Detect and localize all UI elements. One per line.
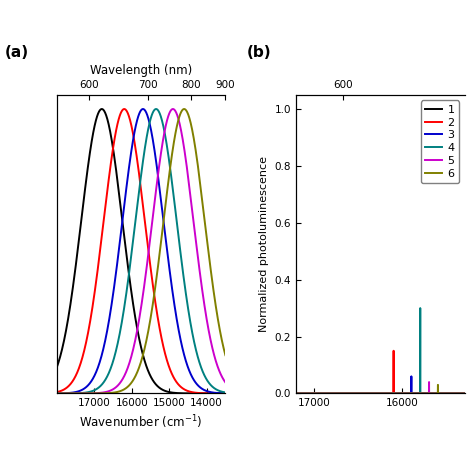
6 bbox=[288, 391, 294, 396]
5 bbox=[399, 391, 405, 396]
2 bbox=[438, 391, 444, 396]
4 bbox=[449, 391, 455, 396]
2 bbox=[391, 348, 396, 354]
1 bbox=[399, 391, 405, 396]
Line: 5: 5 bbox=[287, 382, 474, 393]
5 bbox=[426, 379, 432, 385]
2 bbox=[284, 391, 290, 396]
X-axis label: Wavelength (nm): Wavelength (nm) bbox=[90, 64, 192, 77]
6 bbox=[391, 391, 397, 396]
6 bbox=[449, 391, 455, 396]
6 bbox=[284, 391, 290, 396]
1 bbox=[438, 391, 444, 396]
3 bbox=[409, 374, 414, 379]
X-axis label: Wavenumber (cm$^{-1}$): Wavenumber (cm$^{-1}$) bbox=[80, 414, 203, 431]
2 bbox=[449, 391, 455, 396]
1 bbox=[284, 206, 290, 211]
Line: 1: 1 bbox=[287, 209, 474, 393]
4 bbox=[391, 391, 397, 396]
6 bbox=[308, 391, 314, 396]
Line: 6: 6 bbox=[287, 385, 474, 393]
3 bbox=[471, 391, 474, 396]
3 bbox=[399, 391, 405, 396]
3 bbox=[284, 391, 290, 396]
3 bbox=[288, 391, 294, 396]
4 bbox=[288, 391, 294, 396]
6 bbox=[435, 382, 441, 388]
1 bbox=[449, 391, 455, 396]
6 bbox=[438, 391, 444, 396]
3 bbox=[438, 391, 444, 396]
5 bbox=[449, 391, 455, 396]
Y-axis label: Normalized photoluminescence: Normalized photoluminescence bbox=[259, 156, 269, 332]
5 bbox=[471, 391, 474, 396]
2 bbox=[308, 391, 314, 396]
5 bbox=[438, 391, 444, 396]
3 bbox=[391, 391, 397, 396]
4 bbox=[399, 391, 405, 396]
Text: (b): (b) bbox=[246, 45, 271, 60]
2 bbox=[471, 391, 474, 396]
4 bbox=[438, 391, 444, 396]
2 bbox=[399, 391, 405, 396]
5 bbox=[284, 391, 290, 396]
Line: 4: 4 bbox=[287, 308, 474, 393]
3 bbox=[308, 391, 314, 396]
5 bbox=[288, 391, 294, 396]
6 bbox=[399, 391, 405, 396]
3 bbox=[449, 391, 455, 396]
Line: 2: 2 bbox=[287, 351, 474, 393]
Legend: 1, 2, 3, 4, 5, 6: 1, 2, 3, 4, 5, 6 bbox=[421, 100, 459, 183]
4 bbox=[284, 391, 290, 396]
5 bbox=[391, 391, 397, 396]
1 bbox=[391, 391, 397, 396]
Text: (a): (a) bbox=[5, 45, 29, 60]
1 bbox=[288, 391, 294, 396]
4 bbox=[418, 305, 423, 311]
1 bbox=[471, 391, 474, 396]
4 bbox=[471, 391, 474, 396]
2 bbox=[391, 391, 397, 396]
4 bbox=[308, 391, 314, 396]
2 bbox=[288, 391, 294, 396]
6 bbox=[471, 391, 474, 396]
5 bbox=[308, 391, 314, 396]
1 bbox=[308, 391, 314, 396]
Line: 3: 3 bbox=[287, 376, 474, 393]
